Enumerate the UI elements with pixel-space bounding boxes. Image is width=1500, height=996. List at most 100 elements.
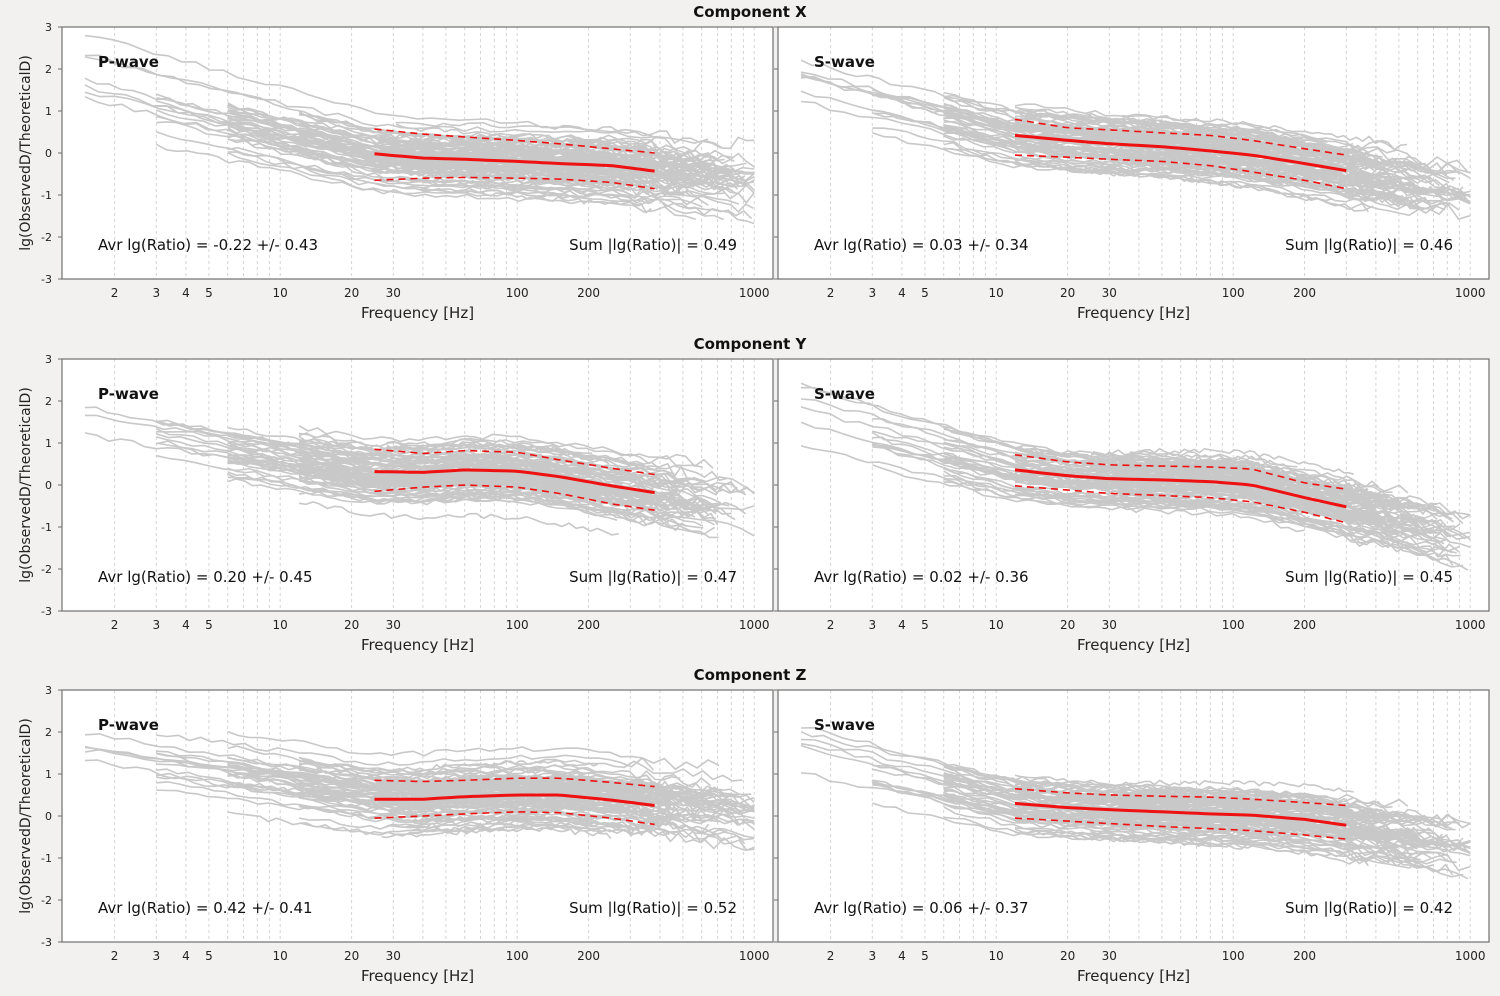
y-tick-label: 0 [45,810,52,823]
trace-line [298,454,590,470]
x-tick-label: 1000 [739,618,770,632]
trace-line [227,102,755,186]
chart-panel: -3 -2 -1 0 1 2 3 2 3 4 5 10 20 30 100 200 1000 Frequency … [41,353,774,654]
y-tick-label: 1 [45,768,52,781]
avr-text: Avr lg(Ratio) = 0.02 +/- 0.36 [814,568,1029,586]
x-tick-label: 5 [205,949,213,963]
trace-line [1014,109,1416,166]
avr-text: Avr lg(Ratio) = 0.03 +/- 0.34 [814,236,1029,254]
component-title: Component X [693,3,807,21]
trace-line [1014,477,1452,538]
trace-line [400,177,753,220]
y-tick-label: 0 [45,147,52,160]
x-tick-label: 5 [921,618,929,632]
x-tick-label: 20 [1060,949,1075,963]
x-tick-label: 5 [205,618,213,632]
trace-line [1014,792,1448,828]
y-tick-label: -1 [41,521,52,534]
x-tick-label: 200 [577,618,600,632]
y-axis-label: lg(ObservedD/TheoreticalD) [18,55,34,251]
trace-line [943,816,1421,869]
y-tick-label: -3 [41,605,52,618]
trace-line [872,112,1471,199]
mean-line [374,793,655,807]
x-tick-label: 200 [1293,949,1316,963]
x-tick-label: 20 [344,618,359,632]
trace-line [1014,157,1400,204]
y-tick-label: 3 [45,684,52,697]
x-tick-label: 30 [386,286,401,300]
x-tick-label: 100 [1222,949,1245,963]
trace-line [412,785,624,797]
x-tick-label: 1000 [1455,949,1486,963]
trace-line [417,150,734,182]
trace-line [227,125,725,196]
trace-line [227,811,595,836]
trace-line [1100,795,1375,820]
x-tick-label: 10 [989,949,1004,963]
trace-line [1090,829,1421,861]
y-tick-label: -1 [41,189,52,202]
trace-line [1014,774,1328,799]
x-tick-label: 3 [152,618,160,632]
trace-line [1090,451,1298,468]
trace-line [298,147,623,188]
x-tick-label: 4 [182,949,190,963]
y-tick-label: 0 [45,479,52,492]
trace-line [298,459,601,485]
panel-label: S-wave [814,716,875,734]
trace-line [227,478,599,510]
std-upper-line [1014,787,1347,807]
x-tick-label: 20 [344,286,359,300]
x-tick-label: 2 [827,286,835,300]
x-tick-label: 5 [205,286,213,300]
x-tick-label: 20 [344,949,359,963]
trace-line [381,782,628,795]
trace-line [156,734,655,771]
trace-line [1014,143,1471,198]
trace-line [943,147,1334,193]
trace-line [298,432,703,469]
trace-line [872,127,1398,188]
trace-line [227,456,687,501]
trace-line [943,141,1374,212]
trace-line [298,138,648,180]
trace-line [1092,449,1379,489]
std-lower-line [374,176,655,190]
x-tick-label: 2 [827,618,835,632]
x-tick-label: 3 [868,286,876,300]
x-tick-label: 2 [111,618,119,632]
trace-line [1014,484,1447,541]
trace-line [1091,154,1381,192]
y-tick-label: -2 [41,563,52,576]
panel-label: P-wave [98,53,159,71]
x-tick-label: 20 [1060,286,1075,300]
y-tick-label: 2 [45,395,52,408]
trace-line [1014,815,1369,842]
x-axis-label: Frequency [Hz] [1077,636,1190,654]
trace-line [381,824,607,839]
trace-line [298,456,705,510]
chart-panel: -3 -2 -1 0 1 2 3 2 3 4 5 10 20 30 100 200 1000 Frequency … [41,684,774,985]
trace-line [1014,451,1409,494]
x-tick-label: 5 [921,949,929,963]
x-tick-label: 30 [1102,286,1117,300]
trace-line [1119,457,1393,494]
y-tick-label: -3 [41,936,52,949]
trace-line [800,730,1303,797]
trace-line [1014,487,1417,538]
trace-line [872,430,1386,506]
trace-line [298,757,712,789]
trace-line [1121,480,1418,538]
x-tick-label: 2 [111,286,119,300]
trace-line [298,463,611,499]
x-tick-label: 3 [868,949,876,963]
trace-line [1082,783,1424,820]
std-upper-line [1014,454,1347,490]
trace-line [1120,473,1312,499]
x-tick-label: 4 [898,949,906,963]
trace-line [298,163,725,221]
y-axis-label: lg(ObservedD/TheoreticalD) [18,387,34,583]
trace-line [943,763,1399,814]
